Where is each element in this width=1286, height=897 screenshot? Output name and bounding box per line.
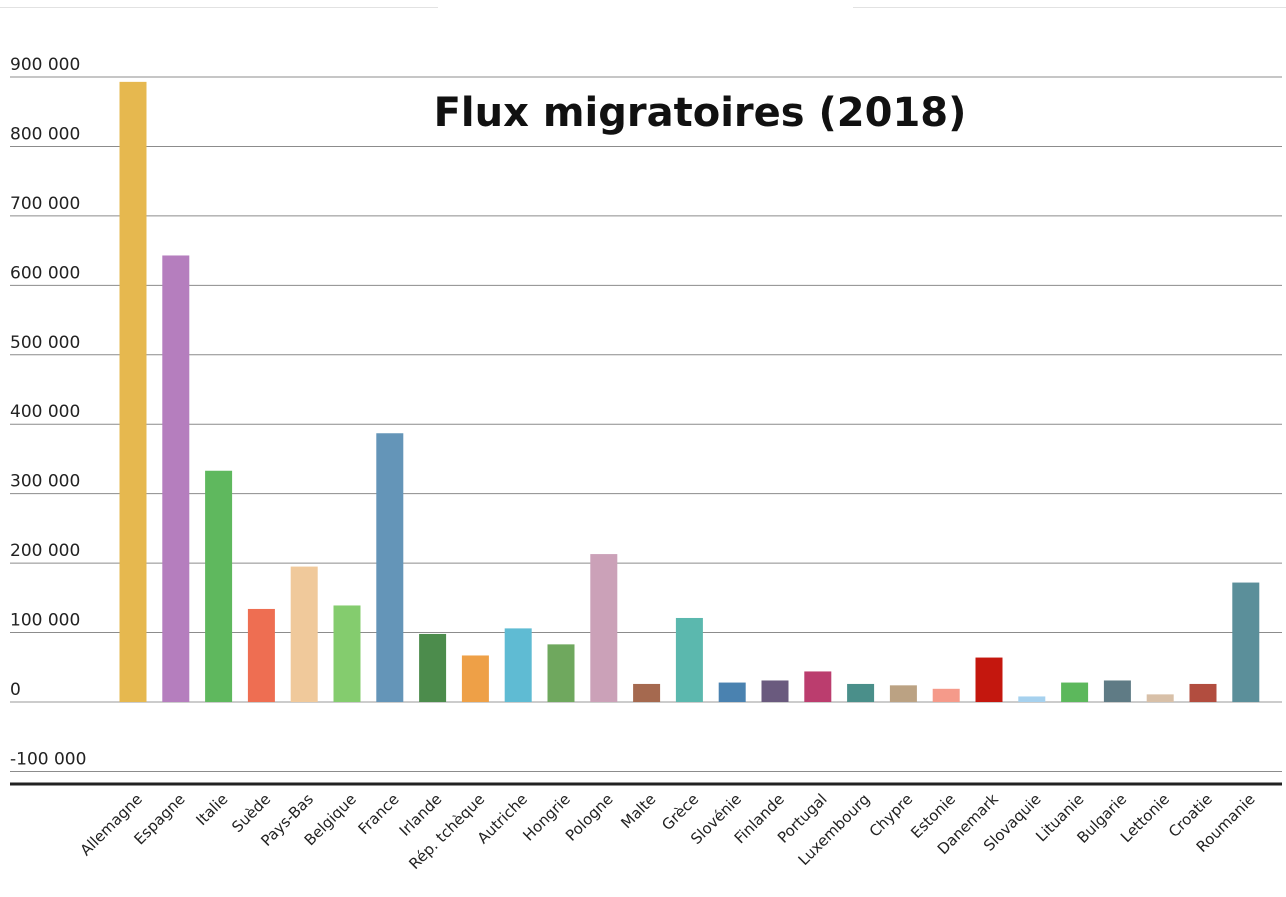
y-tick-label: 400 000 [10,402,80,422]
bars [119,81,1260,703]
y-axis-tick-labels: 900 000 800 000 700 000 600 000 500 000 400 0… [10,55,86,769]
x-tick-label: France [355,790,403,838]
bar-malte [633,683,661,702]
y-tick-label: 600 000 [10,263,80,283]
x-tick-label: Allemagne [77,790,146,859]
bar-allemagne [119,81,147,703]
x-tick-label: Malte [617,790,659,832]
bar-gr-ce [675,617,703,702]
bar-slov-nie [718,682,746,702]
bar-roumanie [1232,582,1260,702]
y-tick-label: 800 000 [10,124,80,144]
bar-chypre [889,685,917,702]
y-tick-label: 100 000 [10,611,80,631]
y-tick-label: 200 000 [10,541,80,561]
y-tick-label: -100 000 [10,749,86,769]
bar-bulgarie [1103,680,1131,702]
bar-pologne [590,554,618,702]
y-tick-label: 700 000 [10,194,80,214]
bar-hongrie [547,644,575,702]
y-tick-label: 500 000 [10,333,80,353]
bar-pays-bas [290,566,318,702]
y-tick-label: 900 000 [10,55,80,75]
bar-r-p-tch-que [461,655,489,702]
bar-danemark [975,657,1003,702]
bar-belgique [333,605,361,702]
bar-irlande [419,633,447,702]
y-tick-label: 0 [10,680,21,700]
x-tick-label: Chypre [866,790,917,841]
bar-autriche [504,628,532,702]
bar-croatie [1189,683,1217,702]
bar-slovaquie [1018,696,1046,702]
bar-france [376,433,404,702]
bar-portugal [804,671,832,702]
bar-espagne [162,255,190,702]
bar-lituanie [1061,682,1089,702]
y-tick-label: 300 000 [10,472,80,492]
x-tick-label: Pologne [562,790,617,845]
gridlines [10,76,1282,772]
bar-finlande [761,680,789,702]
bar-su-de [247,608,275,702]
bar-estonie [932,688,960,702]
top-right-rule [853,7,1286,8]
chart-title: Flux migratoires (2018) [434,90,967,136]
bar-lettonie [1146,694,1174,702]
bar-italie [205,470,233,702]
x-tick-label: Italie [192,790,231,829]
top-left-rule [0,7,438,8]
bar-luxembourg [847,683,875,702]
